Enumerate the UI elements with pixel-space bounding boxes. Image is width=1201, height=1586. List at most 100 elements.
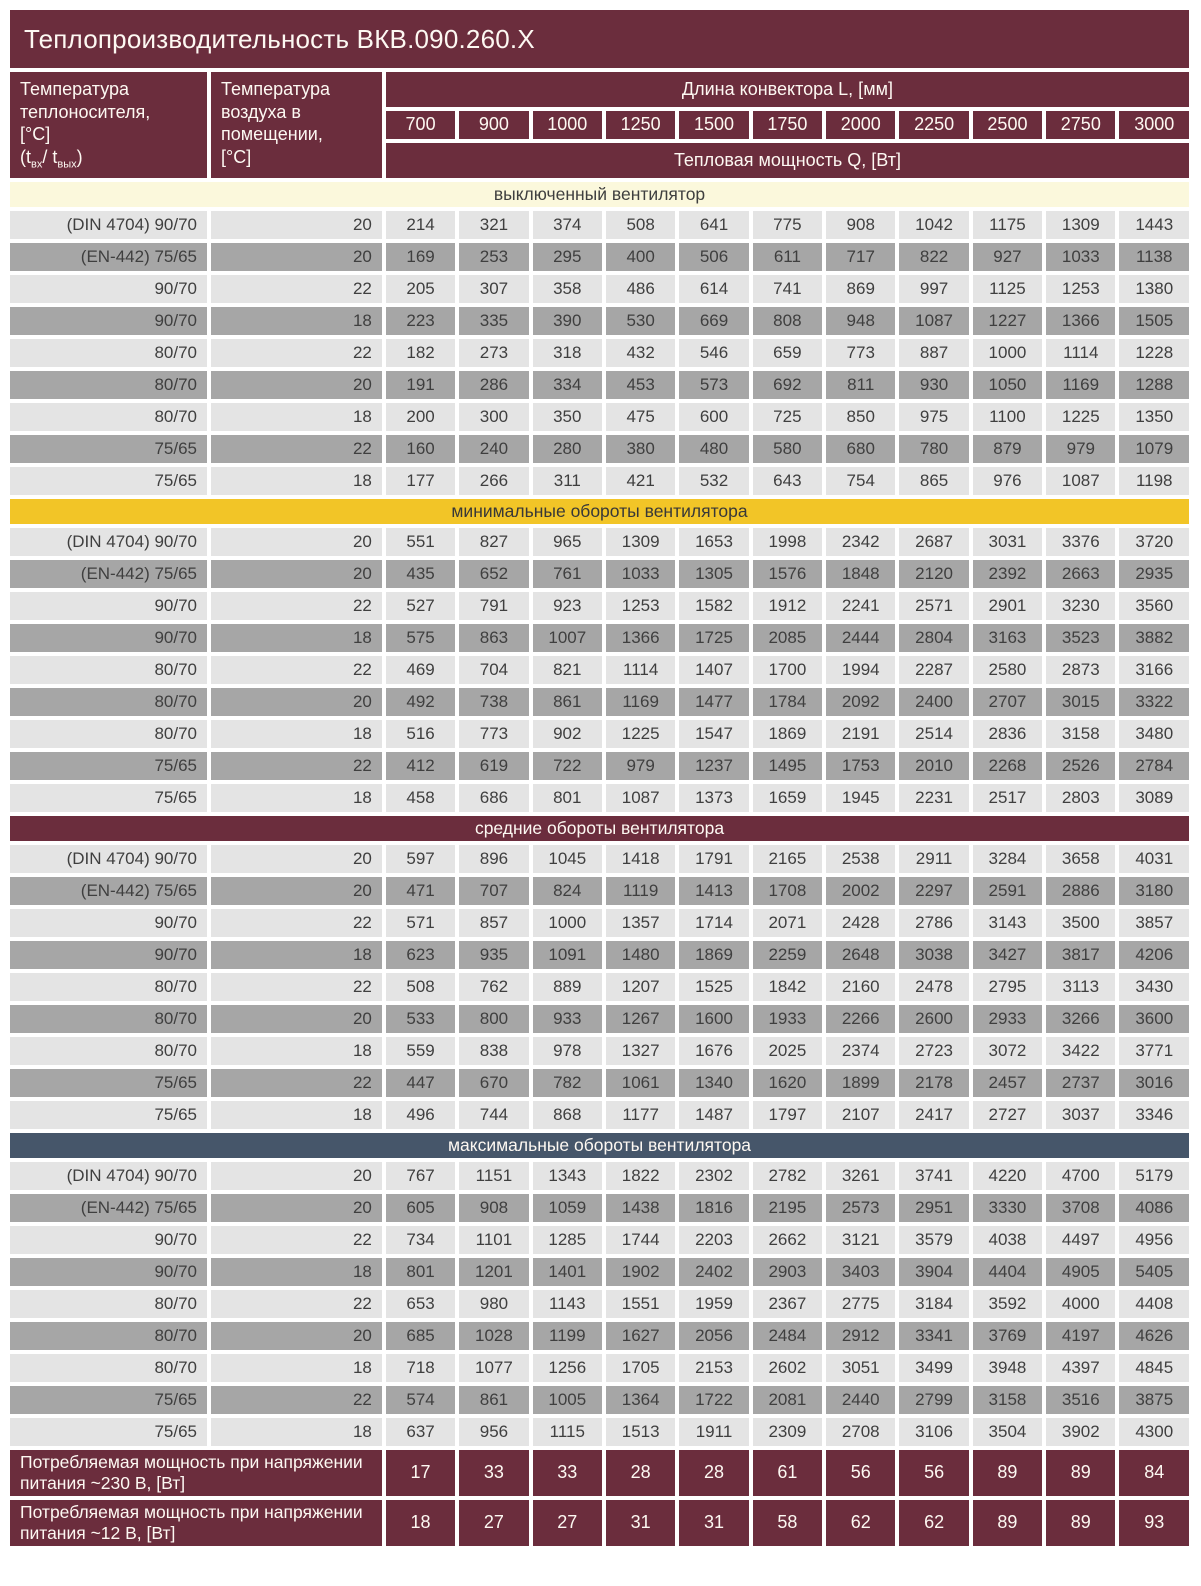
section-header-label: средние обороты вентилятора <box>10 815 1189 841</box>
value-cell: 2231 <box>899 783 969 812</box>
data-row: 80/70 22 469 704 821 1114 1407 1700 1994 2287 2580… <box>10 655 1189 684</box>
value-cell: 3600 <box>1119 1004 1189 1033</box>
air-temp-cell: 18 <box>211 1417 382 1446</box>
value-cell: 400 <box>605 242 676 271</box>
value-cell: 2160 <box>826 972 896 1001</box>
value-cell: 1487 <box>679 1100 749 1129</box>
power-consumption-row: Потребляемая мощность при напряжении пит… <box>10 1499 1189 1546</box>
section-header-label: максимальные обороты вентилятора <box>10 1132 1189 1158</box>
power-value-cell: 89 <box>1046 1449 1116 1496</box>
value-cell: 857 <box>459 908 529 937</box>
value-cell: 2723 <box>899 1036 969 1065</box>
coolant-temp-cell: 90/70 <box>10 940 208 969</box>
value-cell: 869 <box>826 274 896 303</box>
coolant-temp-cell: 80/70 <box>10 1036 208 1065</box>
value-cell: 358 <box>532 274 602 303</box>
coolant-temp-cell: (DIN 4704) 90/70 <box>10 844 208 873</box>
length-column-header: 1000 <box>532 110 602 140</box>
value-cell: 1169 <box>1046 370 1116 399</box>
value-cell: 5405 <box>1119 1257 1189 1286</box>
value-cell: 182 <box>385 338 456 367</box>
value-cell: 1199 <box>532 1321 602 1350</box>
value-cell: 169 <box>385 242 456 271</box>
value-cell: 619 <box>459 751 529 780</box>
value-cell: 2266 <box>826 1004 896 1033</box>
value-cell: 1119 <box>605 876 676 905</box>
value-cell: 2707 <box>972 687 1043 716</box>
value-cell: 3430 <box>1119 972 1189 1001</box>
value-cell: 704 <box>459 655 529 684</box>
value-cell: 2428 <box>826 908 896 937</box>
value-cell: 2374 <box>826 1036 896 1065</box>
air-temp-cell: 22 <box>211 1289 382 1318</box>
length-column-header: 1500 <box>679 110 749 140</box>
value-cell: 280 <box>532 434 602 463</box>
value-cell: 1791 <box>679 844 749 873</box>
air-temp-cell: 18 <box>211 1036 382 1065</box>
power-value-cell: 58 <box>752 1499 823 1546</box>
value-cell: 3592 <box>972 1289 1043 1318</box>
value-cell: 1848 <box>826 559 896 588</box>
data-row: 80/70 20 191 286 334 453 573 692 811 930 1050 1169 1… <box>10 370 1189 399</box>
value-cell: 1207 <box>605 972 676 1001</box>
length-column-header: 2750 <box>1046 110 1116 140</box>
value-cell: 3266 <box>1046 1004 1116 1033</box>
data-row: 90/70 22 205 307 358 486 614 741 869 997 1125 1253 1… <box>10 274 1189 303</box>
value-cell: 2484 <box>752 1321 823 1350</box>
value-cell: 976 <box>972 466 1043 495</box>
value-cell: 2002 <box>826 876 896 905</box>
value-cell: 492 <box>385 687 456 716</box>
power-value-cell: 17 <box>385 1449 456 1496</box>
value-cell: 1143 <box>532 1289 602 1318</box>
value-cell: 471 <box>385 876 456 905</box>
coolant-temp-cell: 80/70 <box>10 655 208 684</box>
value-cell: 4031 <box>1119 844 1189 873</box>
air-temp-cell: 18 <box>211 623 382 652</box>
value-cell: 1288 <box>1119 370 1189 399</box>
value-cell: 496 <box>385 1100 456 1129</box>
value-cell: 863 <box>459 623 529 652</box>
value-cell: 780 <box>899 434 969 463</box>
value-cell: 1138 <box>1119 242 1189 271</box>
power-value-cell: 84 <box>1119 1449 1189 1496</box>
power-value-cell: 61 <box>752 1449 823 1496</box>
value-cell: 811 <box>826 370 896 399</box>
data-row: 80/70 20 685 1028 1199 1627 2056 2484 2912 3341 37… <box>10 1321 1189 1350</box>
value-cell: 380 <box>605 434 676 463</box>
value-cell: 1627 <box>605 1321 676 1350</box>
value-cell: 4408 <box>1119 1289 1189 1318</box>
coolant-temp-cell: 80/70 <box>10 370 208 399</box>
coolant-temp-cell: 90/70 <box>10 1257 208 1286</box>
value-cell: 1842 <box>752 972 823 1001</box>
value-cell: 614 <box>679 274 749 303</box>
value-cell: 3158 <box>1046 719 1116 748</box>
value-cell: 1676 <box>679 1036 749 1065</box>
value-cell: 508 <box>605 210 676 239</box>
value-cell: 1438 <box>605 1193 676 1222</box>
value-cell: 1114 <box>1046 338 1116 367</box>
value-cell: 1115 <box>532 1417 602 1446</box>
coolant-temp-cell: 80/70 <box>10 402 208 431</box>
heat-output-table: Теплопроизводительность ВКВ.090.260.Х Те… <box>6 6 1193 1550</box>
data-row: 80/70 20 492 738 861 1169 1477 1784 2092 2400 2707… <box>10 687 1189 716</box>
value-cell: 3708 <box>1046 1193 1116 1222</box>
value-cell: 887 <box>899 338 969 367</box>
power-value-cell: 93 <box>1119 1499 1189 1546</box>
air-temp-cell: 20 <box>211 559 382 588</box>
value-cell: 2444 <box>826 623 896 652</box>
value-cell: 318 <box>532 338 602 367</box>
value-cell: 2951 <box>899 1193 969 1222</box>
value-cell: 2259 <box>752 940 823 969</box>
value-cell: 2571 <box>899 591 969 620</box>
value-cell: 1899 <box>826 1068 896 1097</box>
value-cell: 2573 <box>826 1193 896 1222</box>
value-cell: 1582 <box>679 591 749 620</box>
value-cell: 1201 <box>459 1257 529 1286</box>
value-cell: 600 <box>679 402 749 431</box>
data-row: 75/65 22 412 619 722 979 1237 1495 1753 2010 2268 2… <box>10 751 1189 780</box>
air-temp-cell: 20 <box>211 1004 382 1033</box>
value-cell: 3403 <box>826 1257 896 1286</box>
air-temp-cell: 20 <box>211 687 382 716</box>
value-cell: 559 <box>385 1036 456 1065</box>
coolant-temp-cell: (EN-442) 75/65 <box>10 242 208 271</box>
